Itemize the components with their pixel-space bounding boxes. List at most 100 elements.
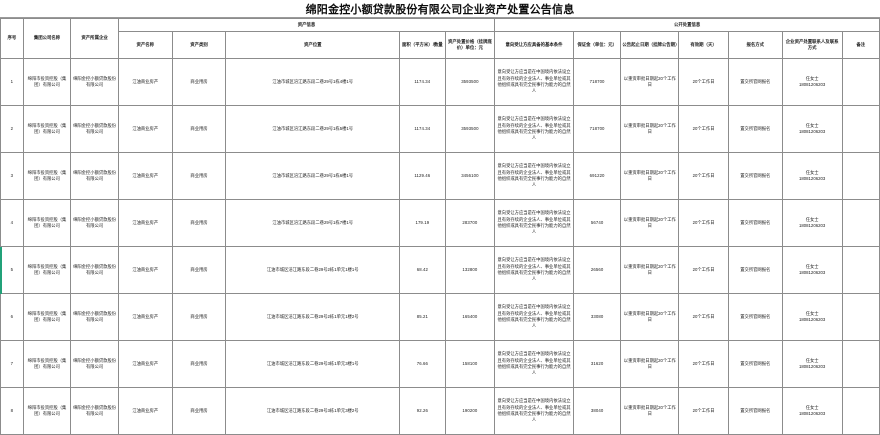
cell-index[interactable]: 4	[0, 199, 24, 247]
col-header-conditions[interactable]: 意向受让方应具备的基本条件	[494, 31, 574, 59]
cell-asset-name[interactable]: 江油商业房产	[117, 340, 173, 388]
col-header-deposit[interactable]: 保证金（单位：元）	[572, 31, 622, 59]
cell-asset-location[interactable]: 江油市城区涪江路东段二巷29号3栋1单元3楼2号	[225, 387, 401, 435]
cell-validity[interactable]: 20个工作日	[678, 152, 729, 200]
cell-deposit[interactable]: 718700	[572, 58, 622, 106]
col-header-price[interactable]: 资产处置价格（挂牌底价）单位：元	[444, 31, 496, 59]
cell-contact[interactable]: 任女士 18081206203	[781, 105, 843, 153]
cell-contact[interactable]: 任女士 18081206203	[781, 152, 843, 200]
cell-asset-name[interactable]: 江油商业房产	[117, 199, 173, 247]
cell-validity[interactable]: 20个工作日	[678, 246, 729, 294]
cell-area[interactable]: 85.21	[399, 293, 446, 341]
cell-price[interactable]: 3593500	[444, 58, 496, 106]
cell-area[interactable]: 1129.46	[399, 152, 446, 200]
table-row[interactable]: 4 绵阳市投资控股（集团）有限公司 绵阳金控小额贷款股份有限公司 江油商业房产 商业用房…	[0, 199, 880, 247]
cell-deadline[interactable]: 以重资审批日期起20个工作日	[620, 58, 680, 106]
cell-asset-location[interactable]: 江油市城区涪江路东段二巷29号2栋1单元1楼1号	[225, 246, 401, 294]
cell-remark[interactable]	[841, 293, 880, 341]
cell-validity[interactable]: 20个工作日	[678, 58, 729, 106]
cell-asset-name[interactable]: 江油商业房产	[117, 105, 173, 153]
col-header-remark[interactable]: 备注	[841, 31, 880, 59]
cell-asset-name[interactable]: 江油商业房产	[117, 152, 173, 200]
cell-deadline[interactable]: 以重资审批日期起20个工作日	[620, 246, 680, 294]
cell-price[interactable]: 3456100	[444, 152, 496, 200]
cell-index[interactable]: 6	[0, 293, 24, 341]
cell-group-company[interactable]: 绵阳市投资控股（集团）有限公司	[22, 152, 72, 200]
cell-deadline[interactable]: 以重资审批日期起20个工作日	[620, 340, 680, 388]
cell-asset-owner[interactable]: 绵阳金控小额贷款股份有限公司	[70, 293, 119, 341]
col-header-group-company[interactable]: 集团公司名称	[22, 18, 72, 59]
cell-asset-name[interactable]: 江油商业房产	[117, 246, 173, 294]
cell-area[interactable]: 68.42	[399, 246, 446, 294]
cell-asset-type[interactable]: 商业用房	[171, 340, 227, 388]
table-row[interactable]: 3 绵阳市投资控股（集团）有限公司 绵阳金控小额贷款股份有限公司 江油商业房产 商业用房…	[0, 152, 880, 200]
cell-asset-location[interactable]: 江油市城区涪江路东段二巷29号1栋6楼1号	[225, 152, 401, 200]
cell-deposit[interactable]: 56740	[572, 199, 622, 247]
cell-remark[interactable]	[841, 340, 880, 388]
col-header-asset-name[interactable]: 资产名称	[117, 31, 173, 59]
cell-deadline[interactable]: 以重资审批日期起20个工作日	[620, 387, 680, 435]
cell-price[interactable]: 3593500	[444, 105, 496, 153]
cell-asset-location[interactable]: 江油市城区涪江路东段二巷29号3栋1单元3楼1号	[225, 340, 401, 388]
cell-validity[interactable]: 20个工作日	[678, 387, 729, 435]
cell-deadline[interactable]: 以重资审批日期起20个工作日	[620, 152, 680, 200]
cell-index[interactable]: 5	[0, 246, 24, 294]
col-header-signup[interactable]: 报名方式	[727, 31, 783, 59]
cell-asset-owner[interactable]: 绵阳金控小额贷款股份有限公司	[70, 152, 119, 200]
cell-group-company[interactable]: 绵阳市投资控股（集团）有限公司	[22, 58, 72, 106]
cell-contact[interactable]: 任女士 18081206203	[781, 387, 843, 435]
cell-signup[interactable]: 置交所官网报名	[727, 152, 783, 200]
col-header-validity[interactable]: 有效期（天）	[678, 31, 729, 59]
cell-area[interactable]: 179.19	[399, 199, 446, 247]
col-header-contact[interactable]: 企业资产处置联系人及联系方式	[781, 31, 843, 59]
table-row[interactable]: 5 绵阳市投资控股（集团）有限公司 绵阳金控小额贷款股份有限公司 江油商业房产 商业用房…	[0, 246, 880, 294]
cell-remark[interactable]	[841, 199, 880, 247]
cell-deadline[interactable]: 以重资审批日期起20个工作日	[620, 105, 680, 153]
cell-validity[interactable]: 20个工作日	[678, 199, 729, 247]
table-row[interactable]: 1 绵阳市投资控股（集团）有限公司 绵阳金控小额贷款股份有限公司 江油商业房产 商业用房…	[0, 58, 880, 106]
cell-asset-location[interactable]: 江油市城区涪江路东段二巷29号1栋4楼1号	[225, 58, 401, 106]
cell-conditions[interactable]: 意向受让方应当是在中国境内依法设立且有效存续的企业法人、事业单位或其他组织或具有…	[494, 58, 574, 106]
col-header-asset-type[interactable]: 资产类别	[171, 31, 227, 59]
cell-asset-owner[interactable]: 绵阳金控小额贷款股份有限公司	[70, 105, 119, 153]
cell-conditions[interactable]: 意向受让方应当是在中国境内依法设立且有效存续的企业法人、事业单位或其他组织或具有…	[494, 199, 574, 247]
table-row[interactable]: 2 绵阳市投资控股（集团）有限公司 绵阳金控小额贷款股份有限公司 江油商业房产 商业用房…	[0, 105, 880, 153]
cell-signup[interactable]: 置交所官网报名	[727, 387, 783, 435]
cell-price[interactable]: 132800	[444, 246, 496, 294]
cell-index[interactable]: 7	[0, 340, 24, 388]
cell-group-company[interactable]: 绵阳市投资控股（集团）有限公司	[22, 199, 72, 247]
cell-group-company[interactable]: 绵阳市投资控股（集团）有限公司	[22, 293, 72, 341]
cell-asset-owner[interactable]: 绵阳金控小额贷款股份有限公司	[70, 199, 119, 247]
cell-remark[interactable]	[841, 387, 880, 435]
cell-asset-type[interactable]: 商业用房	[171, 105, 227, 153]
cell-signup[interactable]: 置交所官网报名	[727, 293, 783, 341]
col-header-asset-location[interactable]: 资产位置	[225, 31, 401, 59]
cell-contact[interactable]: 任女士 18081206203	[781, 58, 843, 106]
cell-deposit[interactable]: 38040	[572, 387, 622, 435]
cell-signup[interactable]: 置交所官网报名	[727, 199, 783, 247]
cell-contact[interactable]: 任女士 18081206203	[781, 293, 843, 341]
cell-index[interactable]: 8	[0, 387, 24, 435]
cell-deposit[interactable]: 33080	[572, 293, 622, 341]
cell-index[interactable]: 2	[0, 105, 24, 153]
cell-price[interactable]: 190200	[444, 387, 496, 435]
cell-asset-type[interactable]: 商业用房	[171, 199, 227, 247]
cell-index[interactable]: 1	[0, 58, 24, 106]
cell-asset-location[interactable]: 江油市城区涪江路东段二巷29号1栋7楼1号	[225, 199, 401, 247]
cell-area[interactable]: 1174.34	[399, 105, 446, 153]
cell-asset-type[interactable]: 商业用房	[171, 246, 227, 294]
cell-asset-location[interactable]: 江油市城区涪江路东段二巷29号2栋1单元1楼2号	[225, 293, 401, 341]
cell-remark[interactable]	[841, 105, 880, 153]
cell-asset-name[interactable]: 江油商业房产	[117, 387, 173, 435]
cell-area[interactable]: 76.66	[399, 340, 446, 388]
cell-deposit[interactable]: 26560	[572, 246, 622, 294]
cell-area[interactable]: 1174.34	[399, 58, 446, 106]
cell-conditions[interactable]: 意向受让方应当是在中国境内依法设立且有效存续的企业法人、事业单位或其他组织或具有…	[494, 152, 574, 200]
cell-contact[interactable]: 任女士 18081206203	[781, 340, 843, 388]
cell-validity[interactable]: 20个工作日	[678, 340, 729, 388]
cell-group-company[interactable]: 绵阳市投资控股（集团）有限公司	[22, 387, 72, 435]
group-header-asset-info[interactable]: 资产信息	[117, 18, 496, 32]
cell-price[interactable]: 165400	[444, 293, 496, 341]
cell-index[interactable]: 3	[0, 152, 24, 200]
cell-remark[interactable]	[841, 152, 880, 200]
